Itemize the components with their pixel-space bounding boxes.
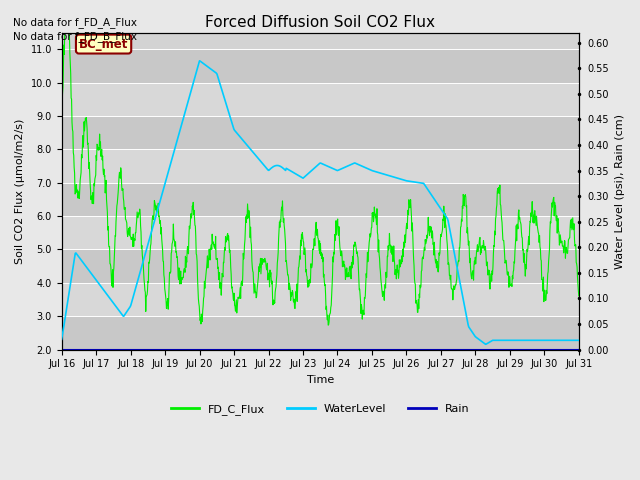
Text: No data for f_FD_A_Flux: No data for f_FD_A_Flux (13, 17, 137, 28)
Text: No data for f_FD_B_Flux: No data for f_FD_B_Flux (13, 31, 137, 42)
Bar (61, 183, 579, 216)
Y-axis label: Soil CO2 Flux (μmol/m2/s): Soil CO2 Flux (μmol/m2/s) (15, 119, 25, 264)
Y-axis label: Water Level (psi), Rain (cm): Water Level (psi), Rain (cm) (615, 114, 625, 268)
Text: BC_met: BC_met (79, 37, 128, 50)
Bar (61, 283, 579, 316)
Bar (61, 250, 579, 283)
Bar (61, 149, 579, 183)
Bar (61, 116, 579, 149)
Bar (61, 216, 579, 250)
Legend: FD_C_Flux, WaterLevel, Rain: FD_C_Flux, WaterLevel, Rain (166, 399, 474, 419)
Bar (61, 316, 579, 349)
X-axis label: Time: Time (307, 375, 334, 385)
Bar (61, 49, 579, 83)
Title: Forced Diffusion Soil CO2 Flux: Forced Diffusion Soil CO2 Flux (205, 15, 435, 30)
Bar (61, 83, 579, 116)
